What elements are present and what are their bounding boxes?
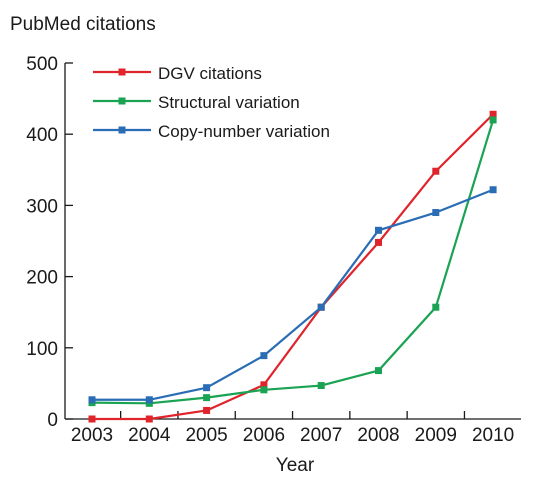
y-tick-label: 100 — [26, 339, 58, 360]
y-tick-label: 0 — [47, 410, 58, 431]
data-point — [260, 386, 268, 394]
legend-label: Copy-number variation — [158, 122, 330, 141]
x-tick-label: 2006 — [243, 425, 285, 446]
data-point — [88, 415, 96, 423]
data-point — [432, 209, 440, 217]
data-point — [203, 406, 211, 414]
y-tick-label: 300 — [26, 196, 58, 217]
data-point — [432, 167, 440, 175]
data-point — [145, 415, 153, 423]
x-tick-label: 2007 — [300, 425, 342, 446]
x-tick-label: 2003 — [71, 425, 113, 446]
data-point — [260, 352, 268, 360]
data-point — [489, 116, 497, 124]
y-tick-label: 200 — [26, 268, 58, 289]
x-tick-label: 2004 — [128, 425, 171, 446]
data-point — [260, 381, 268, 389]
data-point — [489, 186, 497, 194]
series-group — [88, 116, 497, 407]
legend-item: Copy-number variation — [93, 122, 330, 141]
legend-marker — [118, 97, 126, 105]
data-point — [489, 110, 497, 118]
data-point — [432, 303, 440, 311]
data-point — [88, 396, 96, 404]
legend-label: DGV citations — [158, 64, 262, 83]
x-tick-label: 2010 — [472, 425, 514, 446]
series-group — [88, 110, 497, 423]
x-tick-label: 2005 — [185, 425, 227, 446]
series-line — [92, 113, 494, 421]
axes: 0 100 200 300 400 500 2003 2004 2005 2006 2007 2008… — [26, 54, 521, 446]
data-point — [317, 382, 325, 390]
legend-marker — [118, 126, 126, 134]
series-lines — [88, 110, 497, 423]
data-point — [375, 226, 382, 234]
data-point — [375, 238, 382, 246]
data-point — [317, 303, 325, 311]
chart-title: PubMed citations — [10, 14, 156, 35]
data-point — [145, 399, 153, 407]
data-point — [203, 384, 211, 392]
series-line — [91, 119, 495, 405]
y-tick-label: 400 — [26, 125, 58, 146]
legend-item: DGV citations — [93, 64, 262, 83]
x-tick-label: 2008 — [357, 425, 399, 446]
data-point — [203, 394, 211, 402]
series-group — [88, 186, 497, 404]
legend-item: Structural variation — [93, 93, 300, 112]
legend-label: Structural variation — [158, 93, 300, 112]
y-tick-label: 500 — [26, 54, 58, 75]
data-point — [375, 367, 382, 375]
series-line — [92, 188, 494, 401]
x-axis-label: Year — [276, 455, 315, 476]
data-point — [145, 396, 153, 404]
x-tick-label: 2009 — [415, 425, 457, 446]
legend: DGV citations Structural variation Copy-nu… — [93, 64, 330, 141]
legend-marker — [118, 68, 126, 76]
